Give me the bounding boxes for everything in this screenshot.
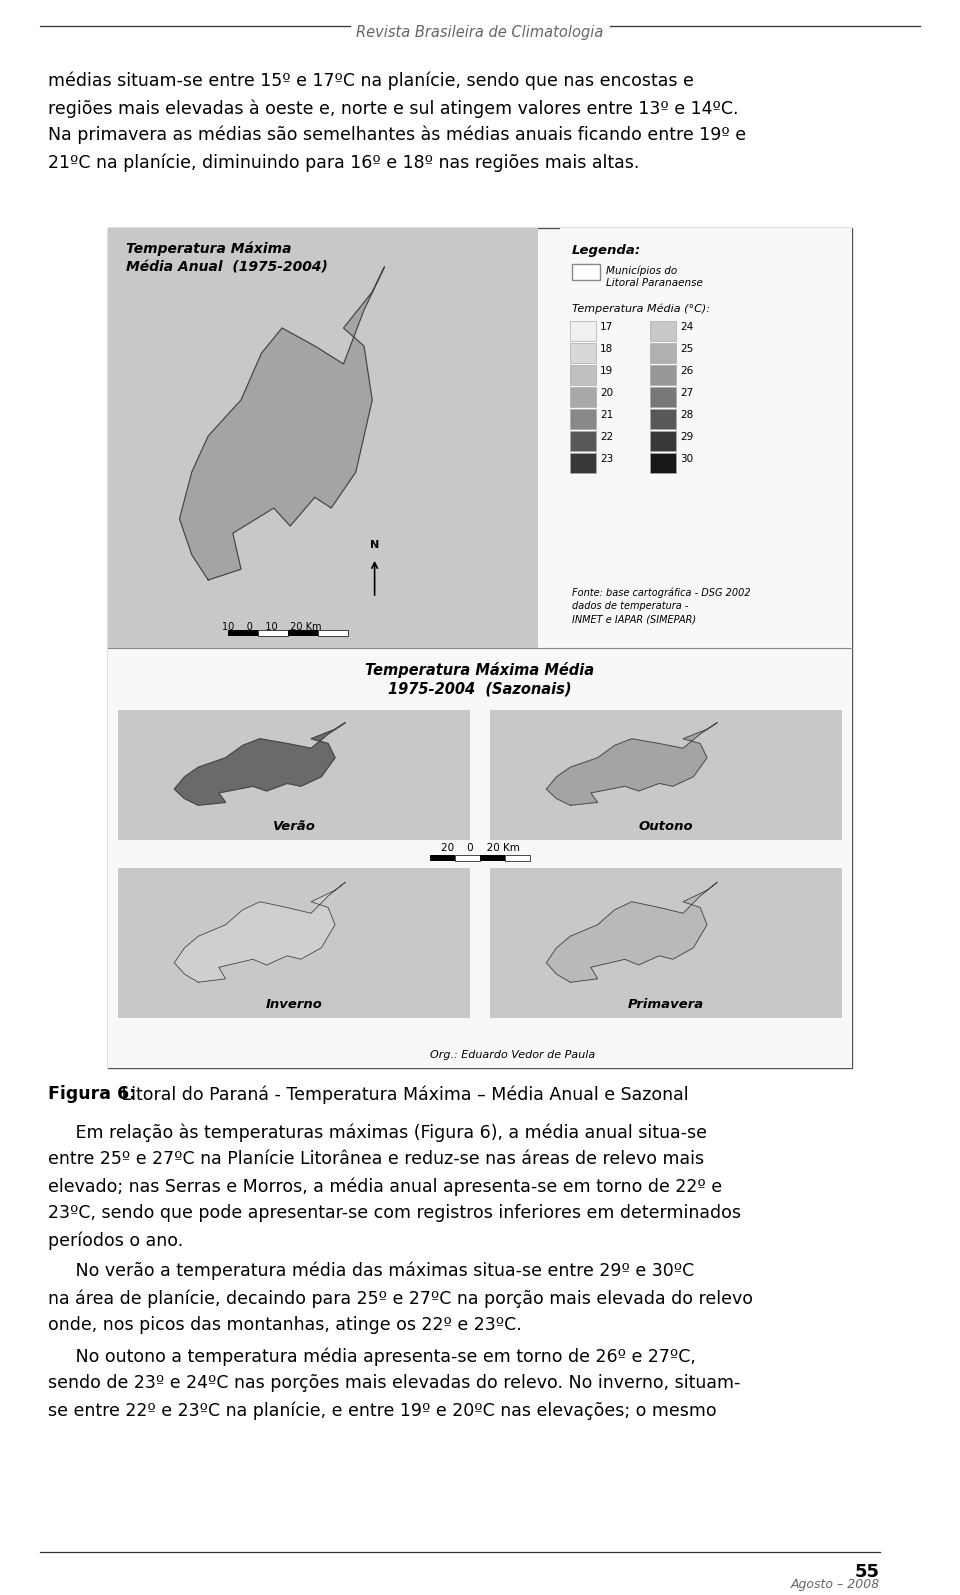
Text: Temperatura Máxima
Média Anual  (1975-2004): Temperatura Máxima Média Anual (1975-200… [126,242,328,274]
Text: 10    0    10    20 Km: 10 0 10 20 Km [222,622,322,632]
Text: 23: 23 [600,455,613,464]
Bar [570,408,596,429]
Bar [490,868,842,1018]
Polygon shape [546,723,717,805]
Bar [650,365,676,384]
Bar [570,388,596,407]
Text: 25: 25 [680,345,693,354]
Text: 21: 21 [600,410,613,419]
Bar [118,710,470,841]
Text: 19: 19 [600,365,613,376]
Text: 20    0    20 Km: 20 0 20 Km [441,844,519,853]
Text: Verão: Verão [273,820,316,833]
Bar [570,321,596,341]
Text: entre 25º e 27ºC na Planície Litorânea e reduz-se nas áreas de relevo mais: entre 25º e 27ºC na Planície Litorânea e… [48,1150,704,1168]
Text: Figura 6:: Figura 6: [48,1085,136,1104]
Bar [108,648,852,1069]
Bar [258,630,288,636]
Text: 24: 24 [680,322,693,332]
Text: Agosto – 2008: Agosto – 2008 [791,1577,880,1590]
Text: na área de planície, decaindo para 25º e 27ºC na porção mais elevada do relevo: na área de planície, decaindo para 25º e… [48,1289,753,1308]
Bar [650,388,676,407]
Text: 55: 55 [855,1563,880,1581]
Text: 17: 17 [600,322,613,332]
Bar [118,868,470,1018]
Bar [455,855,480,861]
Text: Fonte: base cartográfica - DSG 2002
dados de temperatura -
INMET e IAPAR (SIMEPA: Fonte: base cartográfica - DSG 2002 dado… [572,589,751,624]
Bar [108,228,538,648]
Text: médias situam-se entre 15º e 17ºC na planície, sendo que nas encostas e: médias situam-se entre 15º e 17ºC na pla… [48,72,694,91]
Text: 20: 20 [600,388,613,399]
Bar [560,228,852,648]
Text: onde, nos picos das montanhas, atinge os 22º e 23ºC.: onde, nos picos das montanhas, atinge os… [48,1316,521,1333]
Text: Em relação às temperaturas máximas (Figura 6), a média anual situa-se: Em relação às temperaturas máximas (Figu… [48,1123,707,1142]
Bar [108,228,852,1069]
Text: Temperatura Máxima Média
1975-2004  (Sazonais): Temperatura Máxima Média 1975-2004 (Sazo… [366,662,594,697]
Bar [572,265,600,281]
Polygon shape [175,723,346,805]
Polygon shape [180,266,385,581]
Text: 18: 18 [600,345,613,354]
Text: elevado; nas Serras e Morros, a média anual apresenta-se em torno de 22º e: elevado; nas Serras e Morros, a média an… [48,1177,722,1196]
Bar [480,855,505,861]
Text: Revista Brasileira de Climatologia: Revista Brasileira de Climatologia [356,24,604,40]
Bar [490,710,842,841]
Bar [430,855,455,861]
Bar [570,343,596,364]
Text: Municípios do
Litoral Paranaense: Municípios do Litoral Paranaense [606,265,703,289]
Text: Primavera: Primavera [628,998,704,1011]
Text: sendo de 23º e 24ºC nas porções mais elevadas do relevo. No inverno, situam-: sendo de 23º e 24ºC nas porções mais ele… [48,1373,740,1392]
Text: No verão a temperatura média das máximas situa-se entre 29º e 30ºC: No verão a temperatura média das máximas… [48,1262,694,1281]
Text: Litoral do Paraná - Temperatura Máxima – Média Anual e Sazonal: Litoral do Paraná - Temperatura Máxima –… [116,1085,688,1104]
Bar [570,431,596,451]
Text: 26: 26 [680,365,693,376]
Text: 22: 22 [600,432,613,442]
Text: N: N [370,541,379,550]
Text: regiões mais elevadas à oeste e, norte e sul atingem valores entre 13º e 14ºC.: regiões mais elevadas à oeste e, norte e… [48,99,738,118]
Bar [650,408,676,429]
Text: períodos o ano.: períodos o ano. [48,1231,183,1249]
Bar [570,453,596,474]
Bar [505,855,530,861]
Text: Legenda:: Legenda: [572,244,641,257]
Text: Outono: Outono [638,820,693,833]
Text: Org.: Eduardo Vedor de Paula: Org.: Eduardo Vedor de Paula [430,1050,595,1061]
Bar [288,630,318,636]
Text: 23ºC, sendo que pode apresentar-se com registros inferiores em determinados: 23ºC, sendo que pode apresentar-se com r… [48,1204,741,1222]
Text: 30: 30 [680,455,693,464]
Text: 29: 29 [680,432,693,442]
Text: 21ºC na planície, diminuindo para 16º e 18º nas regiões mais altas.: 21ºC na planície, diminuindo para 16º e … [48,153,639,172]
Bar [650,343,676,364]
Text: 28: 28 [680,410,693,419]
Bar [650,321,676,341]
Bar [228,630,258,636]
Text: Na primavera as médias são semelhantes às médias anuais ficando entre 19º e: Na primavera as médias são semelhantes à… [48,126,746,145]
Text: 27: 27 [680,388,693,399]
Bar [318,630,348,636]
Polygon shape [546,882,717,983]
Bar [650,431,676,451]
Text: Inverno: Inverno [266,998,323,1011]
Text: Temperatura Média (°C):: Temperatura Média (°C): [572,305,710,314]
Text: se entre 22º e 23ºC na planície, e entre 19º e 20ºC nas elevações; o mesmo: se entre 22º e 23ºC na planície, e entre… [48,1400,716,1420]
Text: No outono a temperatura média apresenta-se em torno de 26º e 27ºC,: No outono a temperatura média apresenta-… [48,1348,696,1365]
Polygon shape [175,882,346,983]
Bar [650,453,676,474]
Bar [570,365,596,384]
